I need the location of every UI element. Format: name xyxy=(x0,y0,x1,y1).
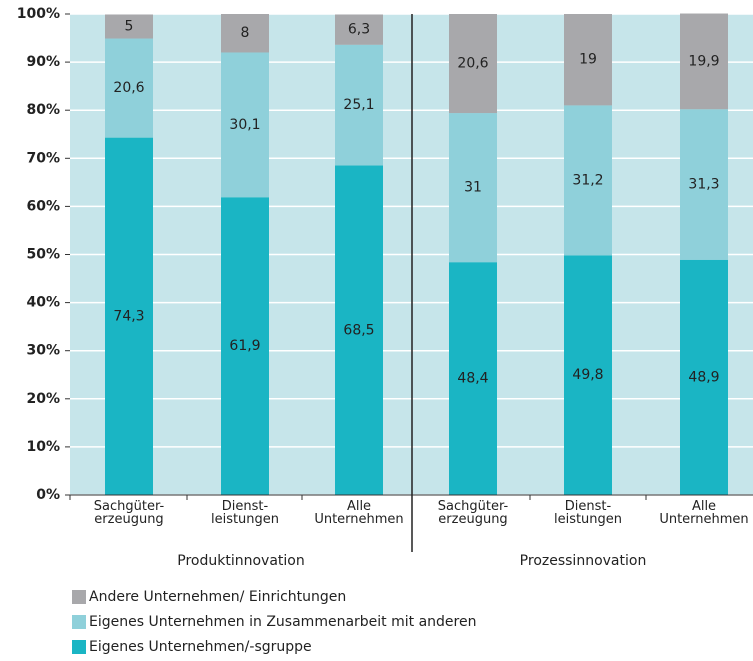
data-label: 6,3 xyxy=(348,22,370,38)
legend-label: Eigenes Unternehmen in Zusammenarbeit mi… xyxy=(89,614,476,630)
legend-swatch xyxy=(72,615,86,629)
x-tick-label: Dienst- leistungen xyxy=(553,499,623,527)
data-label: 8 xyxy=(241,25,250,41)
x-tick-label: Alle Unternehmen xyxy=(314,499,404,527)
data-label: 20,6 xyxy=(457,56,488,72)
data-label: 31 xyxy=(464,180,482,196)
data-label: 74,3 xyxy=(113,308,144,324)
y-tick-label: 80% xyxy=(26,102,60,118)
bar-segment xyxy=(564,14,612,106)
data-label: 20,6 xyxy=(113,80,144,96)
data-label: 48,9 xyxy=(688,369,719,385)
data-label: 61,9 xyxy=(229,338,260,354)
data-label: 5 xyxy=(125,19,134,35)
bar-segment xyxy=(449,262,497,495)
data-label: 30,1 xyxy=(229,117,260,133)
x-tick-label: Sachgüter- erzeugung xyxy=(93,499,165,527)
x-tick-label: Sachgüter- erzeugung xyxy=(437,499,509,527)
bar-segment xyxy=(449,113,497,263)
data-label: 68,5 xyxy=(343,322,374,338)
y-tick-label: 10% xyxy=(26,439,60,455)
bar-segment xyxy=(335,14,383,45)
x-tick-label: Dienst- leistungen xyxy=(210,499,280,527)
bar-segment xyxy=(105,137,153,495)
bar-segment xyxy=(564,255,612,495)
data-label: 31,2 xyxy=(572,172,603,188)
bar-segment xyxy=(564,105,612,256)
y-tick-label: 70% xyxy=(26,150,60,166)
bar-segment xyxy=(680,259,728,495)
data-label: 19 xyxy=(579,52,597,68)
group-label: Prozessinnovation xyxy=(520,553,647,569)
legend-label: Andere Unternehmen/ Einrichtungen xyxy=(89,589,346,605)
bar-segment xyxy=(335,44,383,166)
group-label: Produktinnovation xyxy=(177,553,304,569)
legend-swatch xyxy=(72,590,86,604)
bar-segment xyxy=(221,14,269,53)
legend-swatch xyxy=(72,640,86,654)
bar-segment xyxy=(449,14,497,114)
data-label: 49,8 xyxy=(572,367,603,383)
y-tick-label: 50% xyxy=(26,247,60,263)
y-tick-label: 20% xyxy=(26,391,60,407)
y-tick-label: 60% xyxy=(26,198,60,214)
y-tick-label: 100% xyxy=(17,6,60,22)
bar-segment xyxy=(221,197,269,496)
data-label: 25,1 xyxy=(343,97,374,113)
bar-segment xyxy=(221,52,269,198)
y-tick-label: 40% xyxy=(26,295,60,311)
y-tick-label: 0% xyxy=(36,487,60,503)
data-label: 31,3 xyxy=(688,177,719,193)
y-tick-label: 90% xyxy=(26,54,60,70)
bar-segment xyxy=(680,13,728,110)
bar-segment xyxy=(105,38,153,138)
data-label: 19,9 xyxy=(688,53,719,69)
legend-label: Eigenes Unternehmen/-sgruppe xyxy=(89,639,312,655)
bar-segment xyxy=(335,165,383,495)
y-tick-label: 30% xyxy=(26,343,60,359)
x-tick-label: Alle Unternehmen xyxy=(659,499,749,527)
bar-segment xyxy=(680,109,728,260)
bar-segment xyxy=(105,14,153,39)
data-label: 48,4 xyxy=(457,371,488,387)
